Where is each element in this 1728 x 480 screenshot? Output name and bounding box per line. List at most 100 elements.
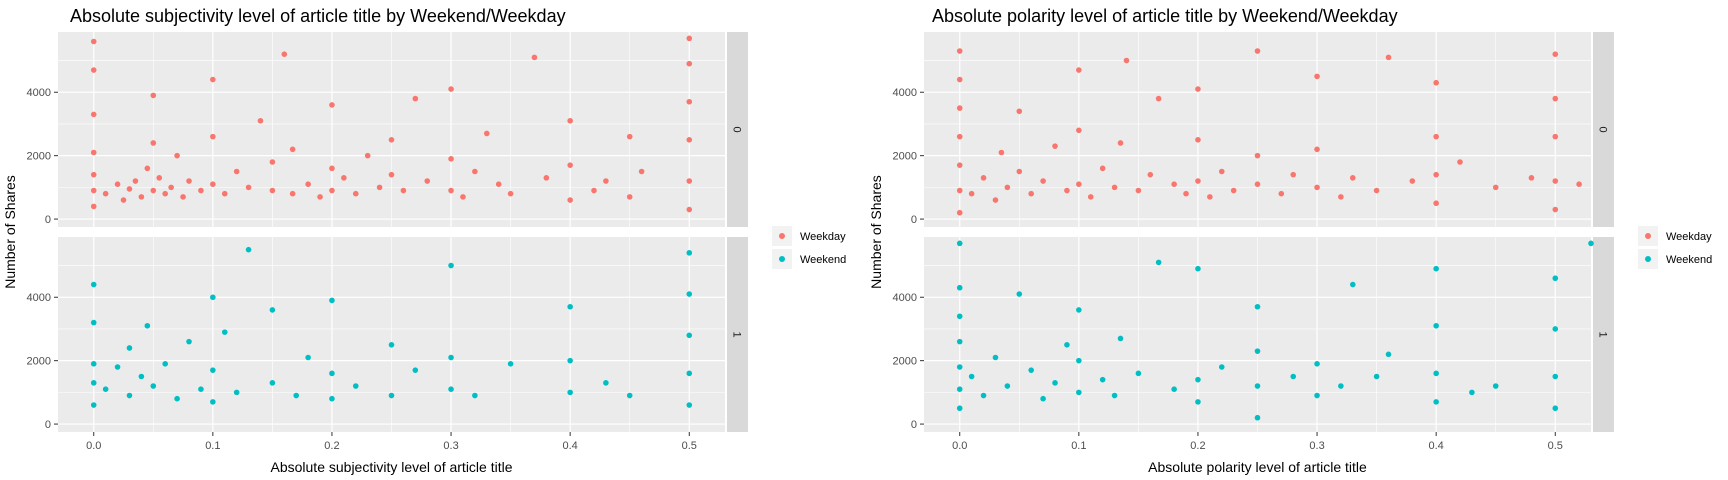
data-point [1052, 143, 1058, 149]
data-point [483, 130, 490, 137]
data-point [1314, 361, 1320, 367]
data-point [400, 187, 407, 194]
data-point [956, 364, 963, 370]
data-point [1433, 322, 1439, 329]
data-point [1183, 190, 1189, 197]
data-point [341, 175, 347, 181]
data-point [1588, 240, 1594, 247]
data-point [686, 35, 693, 42]
data-point [1155, 95, 1162, 102]
data-point [1076, 357, 1082, 364]
data-point [1469, 389, 1475, 396]
x-axis-title: Absolute polarity level of article title [1148, 459, 1367, 475]
data-point [144, 322, 151, 329]
data-point [1314, 392, 1320, 399]
data-point [329, 187, 335, 194]
chart-title: Absolute subjectivity level of article t… [70, 6, 566, 26]
data-point [1064, 187, 1070, 194]
data-point [180, 194, 186, 200]
data-point [1433, 200, 1439, 207]
data-point [1111, 392, 1118, 399]
data-point [448, 86, 454, 92]
data-point [210, 294, 216, 301]
data-point [1076, 307, 1082, 313]
legend-key-point [779, 256, 785, 262]
y-tick-label: 2000 [27, 356, 51, 368]
x-tick-label: 0.2 [324, 440, 339, 452]
y-tick-label: 2000 [893, 356, 917, 368]
data-point [1135, 370, 1142, 377]
data-point [1016, 108, 1023, 115]
x-tick-label: 0.5 [682, 440, 697, 452]
y-tick-label: 0 [45, 419, 51, 431]
data-point [603, 380, 609, 386]
data-point [448, 262, 454, 269]
data-point [281, 51, 288, 57]
data-point [102, 190, 109, 197]
data-point [162, 361, 168, 367]
data-point [388, 171, 395, 178]
data-point [1576, 181, 1582, 187]
data-point [352, 190, 359, 197]
data-point [412, 95, 419, 102]
data-point [1433, 265, 1439, 272]
data-point [364, 152, 371, 159]
data-point [269, 307, 276, 313]
facet-strip-label: 0 [731, 126, 743, 132]
data-point [210, 399, 216, 405]
legend-key-point [1645, 233, 1651, 239]
data-point [1076, 127, 1082, 134]
legend-label: Weekend [800, 254, 846, 266]
data-point [1016, 291, 1023, 297]
x-tick-label: 0.1 [1071, 440, 1086, 452]
data-point [198, 187, 204, 194]
data-point [90, 38, 97, 45]
data-point [174, 395, 180, 402]
data-point [1254, 383, 1261, 389]
data-point [1117, 335, 1124, 342]
data-point [1099, 165, 1106, 172]
data-point [269, 187, 276, 194]
facet-strip-label: 1 [1597, 331, 1609, 337]
data-point [686, 60, 693, 67]
data-point [956, 284, 963, 291]
data-point [956, 162, 963, 168]
data-point [1155, 259, 1162, 266]
facet-strip [1593, 237, 1614, 432]
data-point [1373, 373, 1380, 380]
data-point [1076, 389, 1082, 396]
data-point [90, 319, 97, 326]
data-point [126, 186, 133, 192]
data-point [126, 345, 133, 351]
data-point [1195, 86, 1201, 92]
legend-label: Weekend [1666, 254, 1712, 266]
data-point [1171, 386, 1177, 392]
data-point [257, 117, 264, 124]
data-point [1004, 383, 1011, 389]
data-point [686, 370, 693, 377]
data-point [472, 168, 478, 175]
y-axis-title: Number of Shares [2, 175, 18, 289]
data-point [150, 140, 157, 146]
data-point [412, 367, 419, 373]
facet-strip [1593, 32, 1614, 227]
y-axis-title: Number of Shares [868, 175, 884, 289]
y-tick-label: 4000 [893, 292, 917, 304]
data-point [1373, 187, 1380, 194]
data-point [956, 240, 963, 247]
data-point [1349, 281, 1356, 288]
data-point [686, 137, 693, 143]
data-point [1087, 194, 1094, 200]
data-point [603, 178, 609, 184]
data-point [495, 181, 502, 187]
data-point [686, 98, 693, 105]
data-point [1385, 54, 1392, 61]
data-point [567, 389, 573, 396]
data-point [1117, 140, 1124, 146]
data-point [1076, 181, 1082, 187]
data-point [210, 367, 216, 373]
facet-strip-label: 1 [731, 331, 743, 337]
x-tick-label: 0.1 [205, 440, 220, 452]
data-point [1028, 367, 1034, 373]
